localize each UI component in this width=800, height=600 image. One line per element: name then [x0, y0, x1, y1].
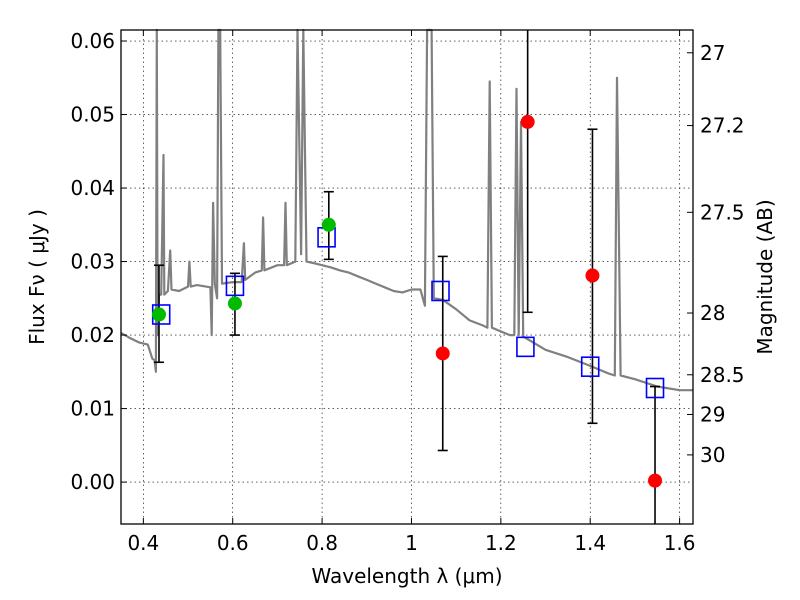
- detection-point: [151, 307, 166, 322]
- x-axis-label: Wavelength λ (μm): [311, 564, 502, 588]
- x-tick-label: 1.6: [664, 531, 696, 555]
- y-tick-label: 0.00: [70, 470, 115, 494]
- model-photometry-box: [225, 275, 245, 297]
- nondetection-point: [648, 473, 663, 488]
- y-tick-label: 0.01: [70, 397, 115, 421]
- model-photometry-box: [645, 377, 665, 399]
- y-right-tick-label: 28.5: [700, 363, 745, 387]
- nondetection-point: [435, 346, 450, 361]
- y-tick-label: 0.04: [70, 176, 115, 200]
- y-tick-label: 0.03: [70, 250, 115, 274]
- model-photometry-box: [580, 356, 600, 377]
- spectrum-line: [120, 28, 693, 392]
- model-photometry-box: [431, 280, 450, 302]
- tick-layer: 0.4 0.6 0.8 1 1.2 1.4 1.6 0.00 0.01 0.02 0.03 0.04 0…: [70, 29, 744, 555]
- nondetection-point: [585, 268, 600, 283]
- point-layer: [151, 114, 663, 488]
- y-tick-label: 0.05: [70, 103, 115, 127]
- y-axis-right-label: Magnitude (AB): [753, 199, 777, 354]
- x-tick-label: 0.8: [306, 531, 338, 555]
- x-tick-label: 0.4: [127, 531, 159, 555]
- plot-frame: [120, 29, 694, 525]
- model-photometry-box: [516, 336, 535, 358]
- y-axis-label: Flux Fν ( μJy ): [25, 209, 49, 345]
- detection-point: [227, 296, 242, 311]
- grid: [121, 30, 693, 524]
- y-right-tick-label: 30: [700, 443, 725, 467]
- x-tick-label: 1.2: [485, 531, 517, 555]
- x-tick-label: 0.6: [217, 531, 249, 555]
- y-right-tick-label: 27: [700, 41, 725, 65]
- nondetection-point: [520, 114, 535, 129]
- y-right-tick-label: 27.5: [700, 200, 745, 224]
- y-right-tick-label: 29: [700, 402, 725, 426]
- x-tick-label: 1: [405, 531, 418, 555]
- model-box-layer: [151, 227, 665, 399]
- y-right-tick-label: 28: [700, 301, 725, 325]
- spectrum-layer: [120, 28, 693, 392]
- y-tick-label: 0.06: [70, 29, 115, 53]
- detection-point: [321, 217, 336, 232]
- y-tick-label: 0.02: [70, 323, 115, 347]
- x-tick-label: 1.4: [574, 531, 606, 555]
- y-right-tick-label: 27.2: [700, 114, 745, 138]
